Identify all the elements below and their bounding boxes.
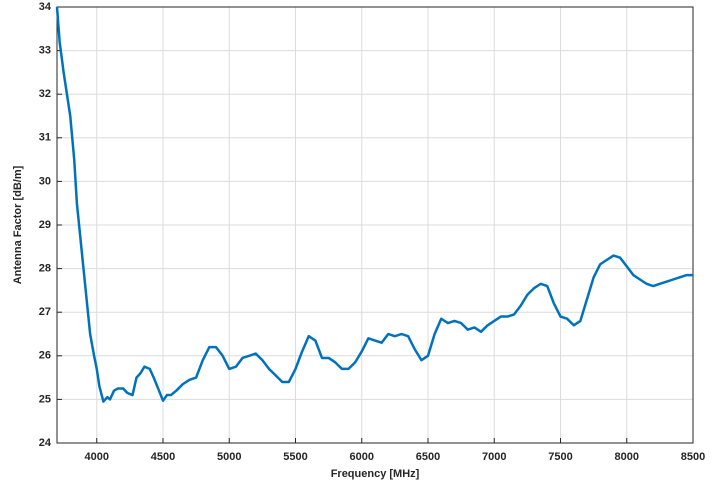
plot-border	[56, 6, 694, 444]
y-tick-label: 28	[39, 263, 51, 275]
data-line	[55, 6, 693, 403]
y-tick-label: 32	[39, 88, 51, 100]
y-tick-label: 25	[39, 393, 51, 405]
x-tick-label: 4000	[85, 451, 109, 463]
y-tick-label: 30	[39, 175, 51, 187]
x-tick-label: 4500	[151, 451, 175, 463]
y-tick-label: 26	[39, 350, 51, 362]
x-tick-label: 6000	[350, 451, 374, 463]
x-tick-label: 7500	[548, 451, 572, 463]
y-tick-label: 27	[39, 306, 51, 318]
x-axis-label: Frequency [MHz]	[331, 468, 420, 480]
y-tick-label: 31	[39, 132, 51, 144]
x-tick-label: 6500	[416, 451, 440, 463]
x-tick-label: 5500	[283, 451, 307, 463]
y-tick-label: 24	[39, 437, 52, 449]
x-tick-label: 7000	[482, 451, 506, 463]
x-tick-label: 8000	[615, 451, 639, 463]
y-axis-label: Antenna Factor [dB/m]	[12, 165, 24, 284]
x-tick-label: 5000	[217, 451, 241, 463]
y-tick-label: 34	[39, 1, 52, 13]
y-tick-label: 29	[39, 219, 51, 231]
y-tick-label: 33	[39, 45, 51, 57]
x-tick-label: 8500	[681, 451, 705, 463]
